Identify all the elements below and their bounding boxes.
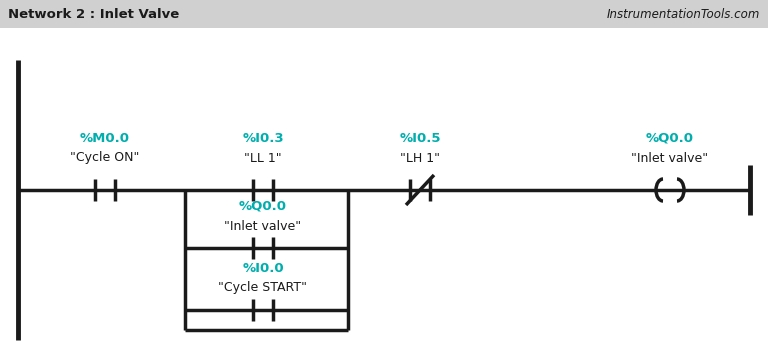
Text: %M0.0: %M0.0 xyxy=(80,131,130,145)
Text: %I0.0: %I0.0 xyxy=(242,261,284,275)
Text: Network 2 : Inlet Valve: Network 2 : Inlet Valve xyxy=(8,8,179,20)
Text: %I0.3: %I0.3 xyxy=(242,131,284,145)
Bar xyxy=(0,0,768,28)
Text: "Inlet valve": "Inlet valve" xyxy=(224,219,302,232)
Text: %I0.5: %I0.5 xyxy=(399,131,441,145)
Text: "Cycle ON": "Cycle ON" xyxy=(71,151,140,164)
Text: "Inlet valve": "Inlet valve" xyxy=(631,151,709,164)
Text: "LH 1": "LH 1" xyxy=(400,151,440,164)
Text: "LL 1": "LL 1" xyxy=(244,151,282,164)
Text: %Q0.0: %Q0.0 xyxy=(646,131,694,145)
Text: InstrumentationTools.com: InstrumentationTools.com xyxy=(607,8,760,20)
Text: "Cycle START": "Cycle START" xyxy=(219,281,307,295)
Text: %Q0.0: %Q0.0 xyxy=(239,199,287,213)
